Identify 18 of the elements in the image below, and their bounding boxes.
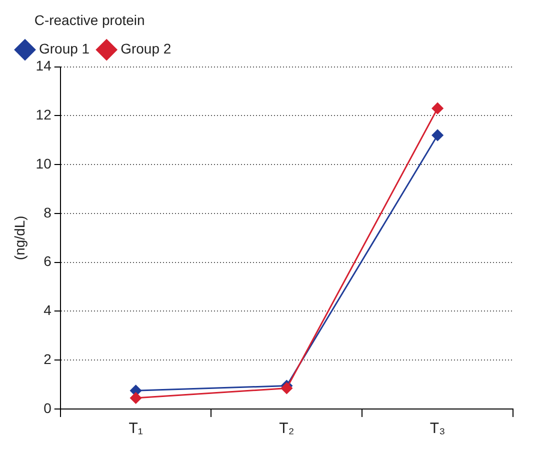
point <box>432 129 444 141</box>
y-tick-label: 14 <box>36 58 52 74</box>
y-tick-label: 0 <box>44 400 52 416</box>
legend-label: Group 1 <box>39 40 90 57</box>
y-tick-label: 12 <box>36 106 52 123</box>
y-tick-label: 6 <box>44 253 52 270</box>
y-tick-label: 8 <box>44 204 52 220</box>
y-tick-label: 10 <box>36 155 52 172</box>
legend-label: Group 2 <box>120 40 172 57</box>
legend-title: C-reactive protein <box>34 12 145 28</box>
y-tick-label: 2 <box>44 350 52 367</box>
x-tick-label: T₂ <box>279 420 294 438</box>
x-tick-label: T₃ <box>430 420 446 438</box>
point <box>432 102 444 114</box>
y-axis-title: (ng/dL) <box>11 216 28 260</box>
y-tick-label: 4 <box>44 302 52 318</box>
x-tick-label: T₁ <box>128 420 143 438</box>
point <box>130 392 142 404</box>
